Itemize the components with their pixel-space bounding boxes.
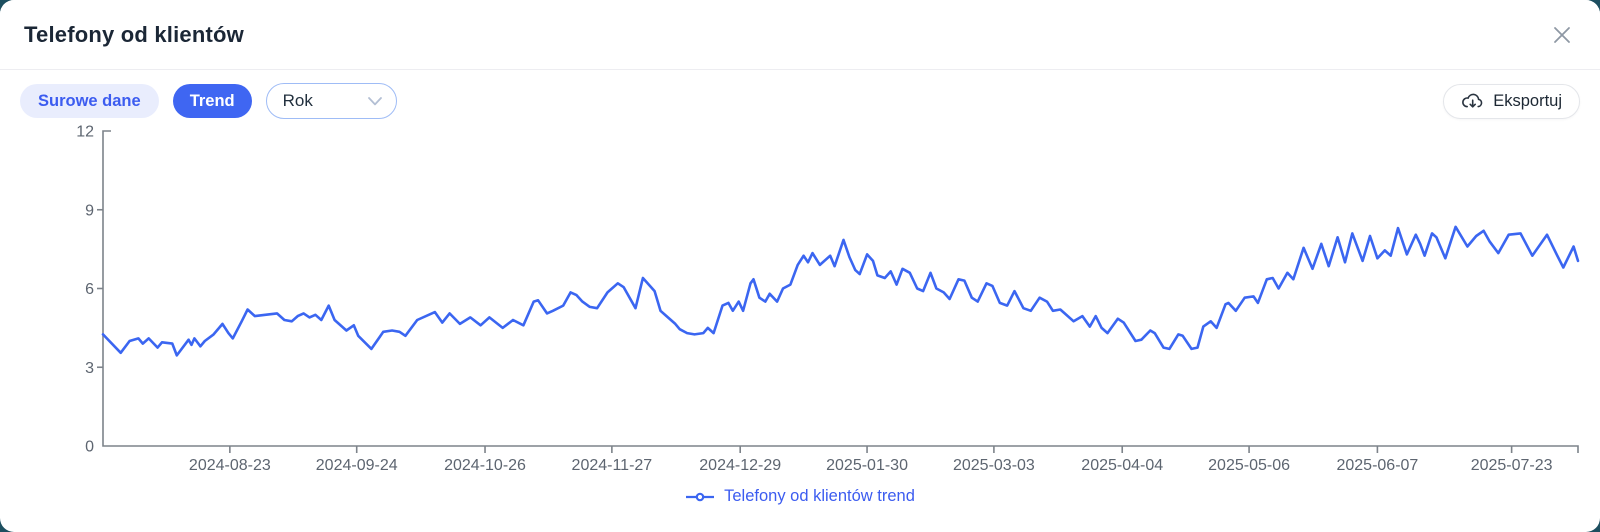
export-button-label: Eksportuj: [1493, 91, 1562, 110]
svg-text:2024-10-26: 2024-10-26: [444, 457, 526, 474]
toolbar: Surowe dane Trend Rok Eksportuj: [0, 83, 1600, 119]
legend-item-trend[interactable]: Telefony od klientów trend: [0, 487, 1600, 506]
close-button[interactable]: [1548, 21, 1576, 49]
svg-text:0: 0: [85, 439, 94, 456]
range-select-value: Rok: [282, 91, 313, 110]
trend-button[interactable]: Trend: [172, 83, 252, 119]
legend-line-marker-icon: [686, 492, 715, 501]
svg-text:2025-05-06: 2025-05-06: [1208, 457, 1290, 474]
modal-header: Telefony od klientów: [0, 0, 1600, 70]
svg-text:2025-01-30: 2025-01-30: [826, 457, 908, 474]
cloud-download-icon: [1462, 93, 1483, 108]
export-button[interactable]: Eksportuj: [1443, 83, 1580, 119]
svg-text:2025-03-03: 2025-03-03: [953, 457, 1035, 474]
svg-text:3: 3: [85, 360, 94, 377]
svg-text:12: 12: [76, 124, 94, 141]
svg-text:2024-08-23: 2024-08-23: [189, 457, 271, 474]
chevron-down-icon: [367, 96, 382, 105]
svg-text:2025-04-04: 2025-04-04: [1081, 457, 1163, 474]
close-icon: [1554, 26, 1570, 43]
svg-text:2024-11-27: 2024-11-27: [572, 457, 653, 474]
svg-text:9: 9: [85, 202, 94, 219]
legend-label: Telefony od klientów trend: [724, 487, 915, 505]
range-select[interactable]: Rok: [265, 83, 397, 119]
page-title: Telefony od klientów: [24, 21, 244, 47]
svg-text:2025-06-07: 2025-06-07: [1336, 457, 1418, 474]
svg-text:2024-12-29: 2024-12-29: [699, 457, 781, 474]
svg-text:2024-09-24: 2024-09-24: [316, 457, 398, 474]
svg-text:6: 6: [85, 281, 94, 298]
raw-data-button[interactable]: Surowe dane: [20, 83, 159, 119]
svg-text:2025-07-23: 2025-07-23: [1471, 457, 1553, 474]
